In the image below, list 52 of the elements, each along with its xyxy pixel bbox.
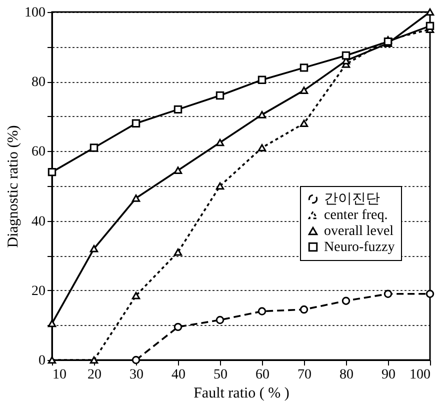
point xyxy=(258,144,266,152)
point xyxy=(216,91,224,100)
x-tick-label: 10 xyxy=(52,368,66,382)
y-tick-label: 0 xyxy=(38,354,46,368)
x-tick-label: 20 xyxy=(88,368,102,382)
point xyxy=(90,244,98,252)
point xyxy=(426,8,434,16)
point xyxy=(342,51,350,60)
x-tick-label: 60 xyxy=(256,368,270,382)
x-axis-title: Fault ratio ( % ) xyxy=(194,386,290,402)
y-tick-label: 100 xyxy=(24,6,46,20)
point xyxy=(48,168,56,176)
x-tick-label: 100 xyxy=(410,368,430,382)
x-tick-label: 80 xyxy=(340,368,354,382)
y-tick-label: 80 xyxy=(32,75,46,90)
x-tick-label: 70 xyxy=(298,368,312,382)
y-axis-title: Diagnostic ratio (%) xyxy=(6,125,22,248)
point xyxy=(342,296,350,305)
point xyxy=(174,105,182,114)
point xyxy=(384,290,392,298)
point xyxy=(174,248,182,256)
point xyxy=(132,356,140,364)
point xyxy=(216,182,224,190)
point xyxy=(426,290,434,298)
point xyxy=(216,316,224,324)
x-tick-label: 50 xyxy=(214,368,228,382)
point xyxy=(90,356,98,364)
x-tick-label: 90 xyxy=(382,368,396,382)
y-tick-label: 60 xyxy=(32,144,46,160)
point xyxy=(426,22,434,30)
point xyxy=(132,292,140,300)
point xyxy=(300,305,308,314)
x-tick-label: 30 xyxy=(130,368,144,382)
legend-label: overall level xyxy=(324,224,394,239)
point xyxy=(90,144,98,152)
y-tick-label: 40 xyxy=(32,214,46,230)
point xyxy=(174,166,182,174)
point xyxy=(300,120,308,128)
point xyxy=(258,307,266,316)
legend-label: center freq. xyxy=(324,208,388,223)
point xyxy=(132,194,140,202)
y-tick-label: 20 xyxy=(32,284,46,299)
point xyxy=(216,138,224,146)
point xyxy=(300,64,308,72)
legend-label: 간이진단 xyxy=(324,192,380,207)
point xyxy=(132,119,140,128)
x-tick-label: 40 xyxy=(172,368,186,382)
point xyxy=(174,322,182,332)
legend-label: Neuro-fuzzy xyxy=(324,240,395,255)
point xyxy=(258,76,266,84)
point xyxy=(258,111,266,118)
point xyxy=(300,86,308,94)
